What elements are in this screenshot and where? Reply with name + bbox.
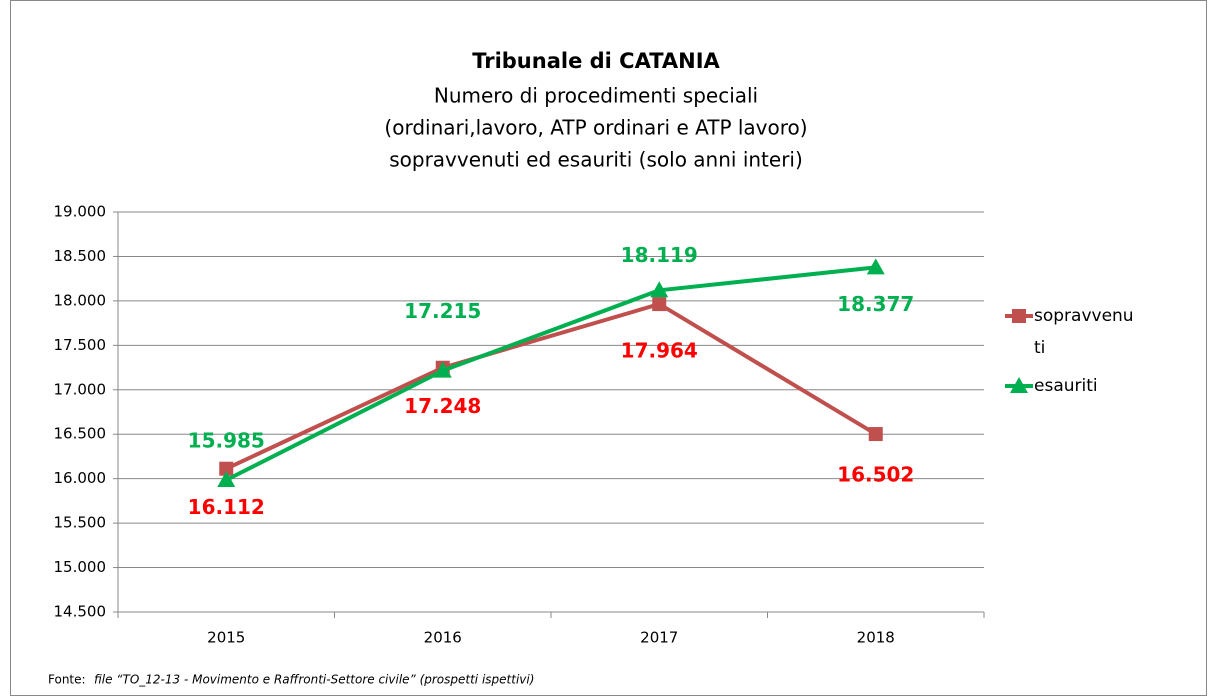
y-tick-label: 15.000	[54, 558, 107, 576]
data-label: 18.119	[621, 243, 698, 267]
x-tick-label: 2016	[424, 629, 462, 647]
legend-label: esauriti	[1034, 376, 1098, 396]
legend-label-box: esauriti	[1034, 376, 1098, 396]
chart-frame	[10, 0, 1207, 696]
y-tick-label: 18.000	[54, 291, 107, 309]
source-label: Fonte:	[48, 673, 86, 687]
y-tick-label: 17.500	[54, 336, 107, 354]
y-tick-label: 14.500	[54, 603, 107, 621]
chart-subtitle: (ordinari,lavoro, ATP ordinari e ATP lav…	[384, 116, 807, 140]
y-tick-label: 18.500	[54, 247, 107, 265]
point	[652, 297, 667, 312]
source: file “TO_12-13 - Movimento e Raffronti-S…	[94, 673, 534, 687]
data-label: 18.377	[837, 292, 914, 316]
y-tick-label: 17.000	[54, 380, 107, 398]
point	[219, 461, 234, 476]
data-label: 17.248	[404, 394, 481, 418]
data-label: 16.502	[837, 463, 914, 487]
point	[650, 281, 669, 298]
y-tick-label: 16.000	[54, 469, 107, 487]
chart-subtitle: Numero di procedimenti speciali	[434, 84, 758, 108]
chart-subtitle: sopravvenuti ed esauriti (solo anni inte…	[389, 148, 803, 172]
point	[217, 471, 236, 487]
y-tick-label: 19.000	[54, 203, 107, 221]
chart-title: Tribunale di CATANIA	[472, 49, 720, 73]
data-label: 16.112	[188, 495, 265, 519]
data-label: 17.964	[621, 339, 698, 363]
series-line	[225, 265, 876, 482]
x-tick-label: 2017	[640, 629, 678, 647]
point	[433, 361, 452, 378]
legend-marker	[1012, 309, 1026, 323]
data-label: 15.985	[188, 429, 265, 453]
series-line	[225, 302, 877, 471]
point	[868, 427, 883, 442]
y-tick-label: 15.500	[54, 514, 107, 532]
x-tick-label: 2018	[857, 629, 895, 647]
point	[866, 258, 885, 275]
legend-label-box: sopravvenuti	[1034, 306, 1134, 358]
data-label: 17.215	[404, 299, 481, 323]
legend-marker	[1010, 377, 1028, 393]
x-tick-label: 2015	[207, 629, 245, 647]
y-tick-label: 16.500	[54, 425, 107, 443]
legend-label: sopravvenuti	[1034, 306, 1134, 358]
